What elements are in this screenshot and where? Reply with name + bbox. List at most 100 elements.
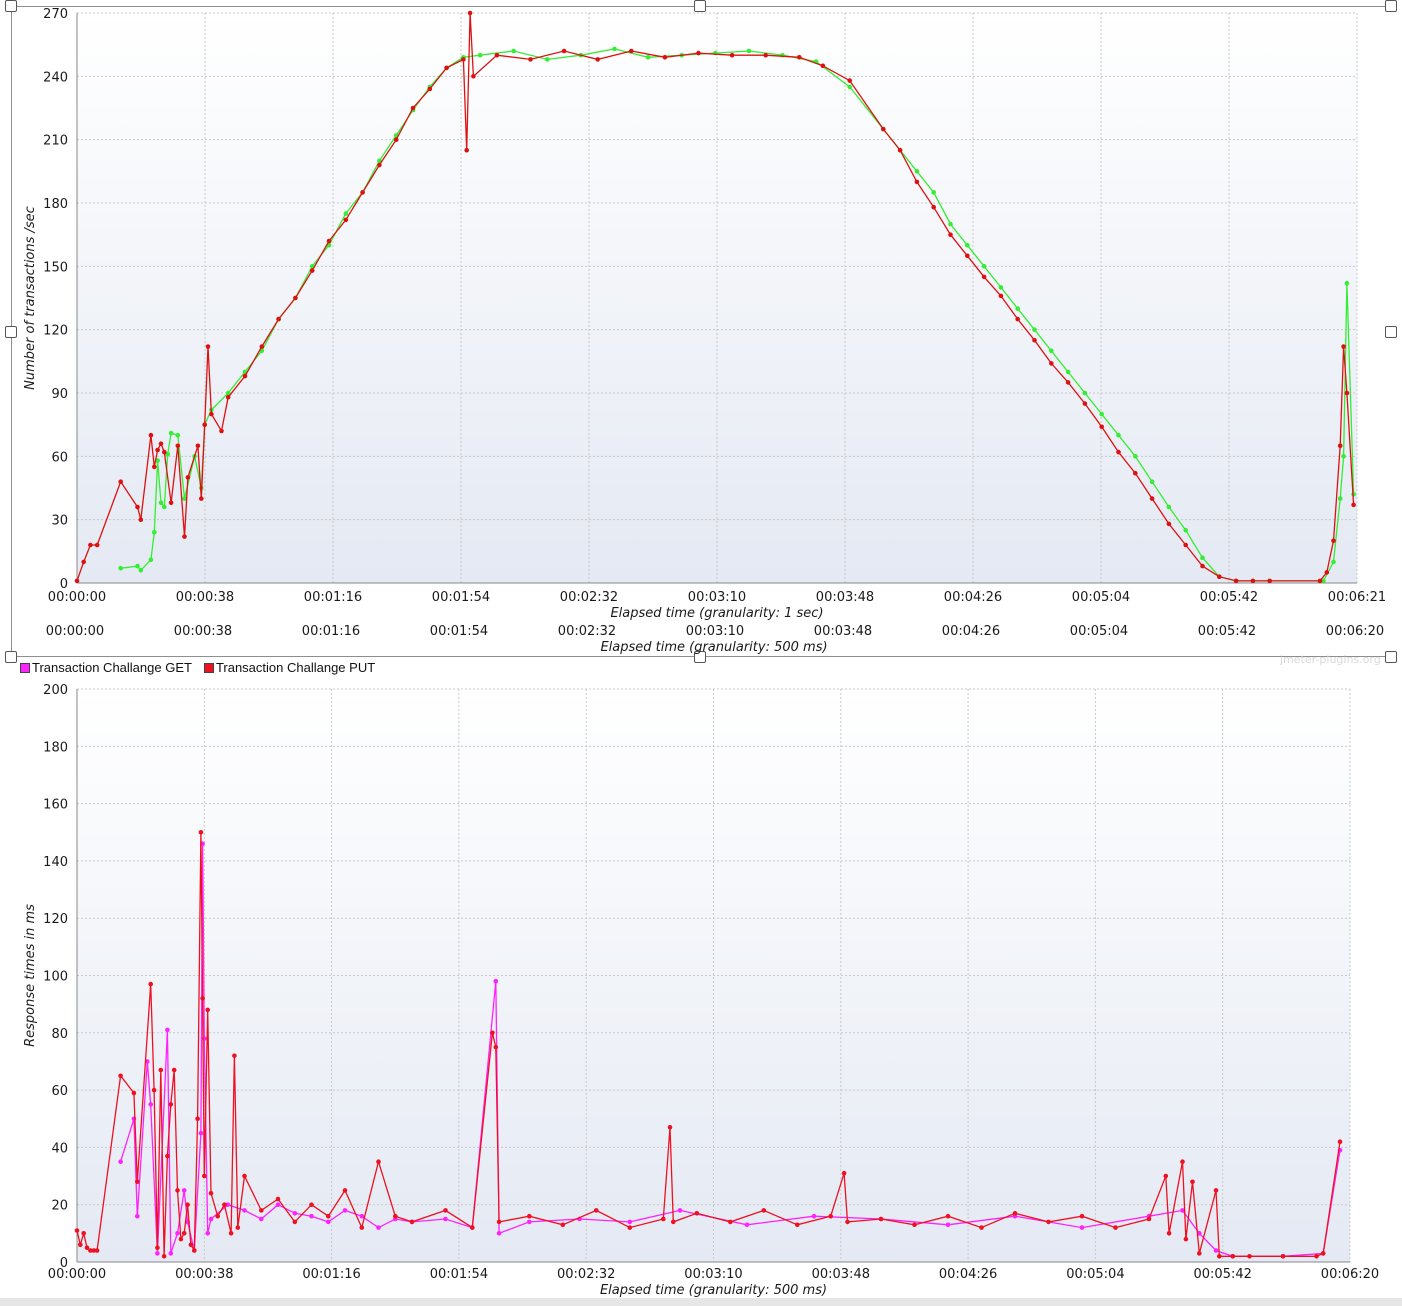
data-point	[219, 428, 224, 434]
y-tick-label: 30	[51, 514, 68, 529]
data-point	[914, 169, 920, 174]
data-point	[1149, 496, 1155, 501]
resize-handle-top-right[interactable]	[1385, 0, 1397, 12]
data-point	[1200, 555, 1205, 560]
data-point	[242, 373, 248, 379]
data-point	[828, 1213, 833, 1219]
y-tick-label: 150	[43, 260, 68, 275]
data-point	[205, 1231, 210, 1236]
x-tick-label: 00:05:04	[1072, 590, 1130, 605]
data-point	[171, 1067, 177, 1073]
data-point	[594, 1208, 599, 1213]
data-point	[965, 253, 970, 259]
series-2	[74, 830, 1343, 1259]
data-point	[309, 268, 315, 273]
data-point	[661, 1216, 666, 1222]
resize-handle-middle-right[interactable]	[1385, 326, 1397, 338]
data-point	[138, 517, 144, 522]
data-point	[1180, 1159, 1185, 1164]
y-axis-label: Response times in ms	[23, 904, 38, 1047]
resize-handle-top-middle[interactable]	[694, 0, 706, 12]
resize-handle-top-left[interactable]	[5, 0, 17, 12]
data-point	[309, 1202, 314, 1207]
x-tick-label: 00:00:38	[175, 1267, 233, 1282]
data-point	[1049, 348, 1054, 354]
data-point	[118, 1073, 123, 1079]
data-point	[744, 1222, 750, 1228]
data-point	[1079, 1213, 1085, 1219]
data-point	[84, 1245, 90, 1250]
data-point	[1015, 316, 1020, 322]
secondary-x-tick-label: 00:03:10	[686, 624, 744, 639]
data-point	[88, 1248, 93, 1253]
data-point	[1149, 479, 1155, 485]
x-tick-label: 00:03:48	[816, 590, 874, 605]
y-tick-label: 180	[43, 740, 68, 755]
data-point	[175, 1231, 180, 1236]
y-tick-label: 160	[43, 798, 68, 813]
data-point	[746, 48, 752, 54]
data-point	[912, 1222, 917, 1228]
data-point	[1049, 361, 1054, 366]
resize-handle-bottom-right[interactable]	[1385, 651, 1397, 663]
y-tick-label: 180	[43, 197, 68, 212]
data-point	[1267, 578, 1272, 584]
x-tick-label: 00:01:54	[430, 1267, 488, 1282]
data-point	[326, 238, 332, 244]
data-point	[168, 1251, 174, 1256]
watermark: jmeter-plugins.org	[1280, 653, 1381, 666]
data-point	[188, 1242, 194, 1248]
data-point	[845, 1219, 850, 1225]
data-point	[200, 996, 205, 1001]
data-point	[471, 74, 476, 79]
chart-1: 0 30 60 90 120 150 180 210 240 270 00:00:00 00:00:3…	[23, 7, 1386, 655]
data-point	[1082, 401, 1088, 406]
data-point	[118, 479, 123, 485]
series-line	[76, 832, 1341, 1257]
data-point	[158, 441, 164, 447]
data-point	[847, 84, 852, 90]
data-point	[467, 10, 473, 16]
resize-handle-middle-left[interactable]	[5, 326, 17, 338]
data-point	[696, 50, 701, 56]
resize-handle-bottom-middle[interactable]	[694, 651, 706, 663]
data-point	[667, 1125, 673, 1130]
data-point	[81, 1231, 86, 1236]
data-point	[1233, 578, 1239, 584]
series-2	[74, 10, 1356, 584]
y-tick-label: 40	[51, 1141, 68, 1156]
y-axis-label: Number of transactions /sec	[23, 206, 38, 390]
data-point	[1230, 1254, 1236, 1259]
resize-handle-bottom-left[interactable]	[5, 651, 17, 663]
secondary-x-tick-label: 00:05:42	[1198, 624, 1256, 639]
data-point	[242, 1208, 247, 1213]
data-point	[545, 57, 550, 62]
data-point	[175, 443, 181, 449]
data-point	[225, 394, 231, 400]
data-point	[74, 1228, 80, 1233]
data-point	[931, 190, 936, 195]
window-bottom-bar	[0, 1298, 1402, 1306]
data-point	[208, 1190, 214, 1196]
x-tick-label: 00:04:26	[944, 590, 1002, 605]
data-point	[293, 295, 298, 301]
data-point	[326, 1213, 331, 1219]
data-point	[897, 147, 903, 153]
data-point	[165, 1153, 170, 1159]
data-point	[527, 1219, 532, 1225]
secondary-x-tick-label: 00:00:00	[46, 624, 104, 639]
data-point	[1213, 1188, 1219, 1193]
data-point	[168, 430, 174, 436]
data-point	[235, 1225, 241, 1230]
data-point	[155, 1245, 160, 1250]
data-point	[1341, 344, 1346, 349]
data-point	[1317, 578, 1323, 584]
data-point	[94, 1248, 100, 1253]
data-point	[410, 105, 416, 111]
data-point	[1337, 1139, 1343, 1144]
data-point	[162, 449, 167, 455]
data-point	[242, 1173, 247, 1179]
data-point	[645, 55, 651, 60]
data-point	[1099, 411, 1104, 417]
secondary-x-tick-label: 00:01:16	[302, 624, 360, 639]
